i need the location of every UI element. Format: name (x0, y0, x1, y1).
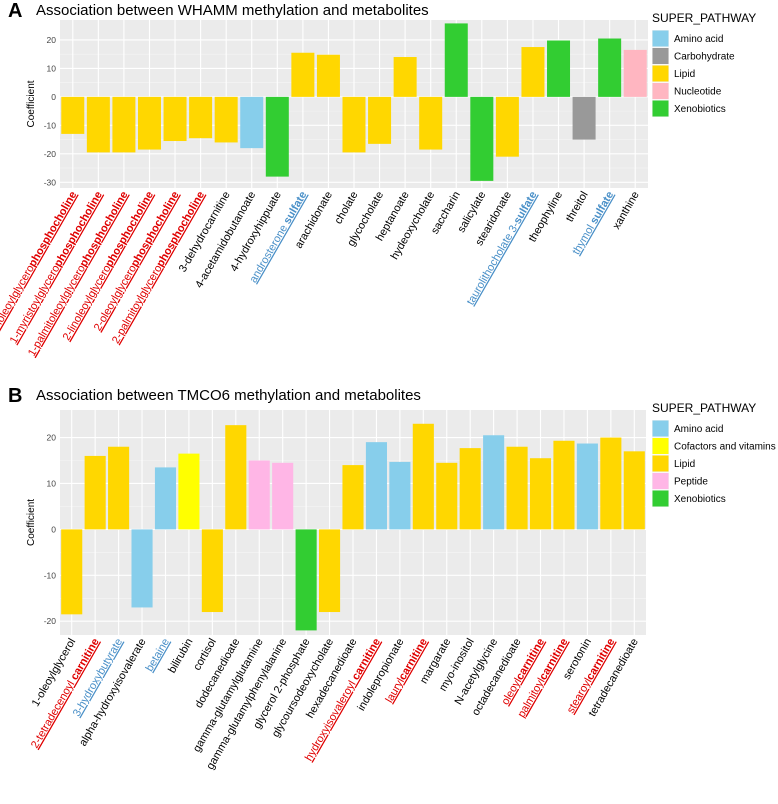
y-axis-label-b: Coefficient (26, 499, 37, 546)
bar-cholate (342, 96, 366, 153)
legend-swatch-cofactors-and-vitamins (652, 438, 669, 454)
chart-title-a: Association between WHAMM methylation an… (36, 2, 429, 19)
bar-1-myristoylglycerophosphocholine (86, 96, 110, 153)
bar-arachidonate (316, 54, 340, 97)
legend-label-lipid: Lipid (674, 69, 695, 80)
y-tick-label-b: -10 (44, 570, 57, 580)
panel-letter-a: A (8, 0, 23, 22)
bar-myo-inositol (459, 448, 481, 530)
legend-swatch-lipid (652, 65, 669, 82)
panel-letter-b: B (8, 385, 23, 407)
bar-thymol-sulfate (598, 38, 622, 97)
legend-swatch-carbohydrate (652, 48, 669, 64)
bar-threitol (572, 96, 596, 140)
bar-serotonin (576, 443, 598, 530)
bar-salicylate (470, 96, 494, 181)
y-tick-label-b: 0 (51, 524, 56, 534)
panel-a: A Association between WHAMM methylation … (0, 0, 778, 400)
y-axis-label-a: Coefficient (26, 80, 37, 127)
bar-2-oleoylglycerophosphocholine (163, 96, 187, 142)
bar-2-palmitoylglycerophosphocholine (189, 96, 213, 139)
bar-laurylcarnitine (412, 423, 434, 530)
bar-3-hydroxybutyrate (108, 446, 130, 530)
bar-hexadecanedioate (342, 465, 364, 530)
chart-title-b: Association between TMCO6 methylation an… (36, 387, 421, 404)
y-tick-label-b: 10 (47, 478, 57, 488)
legend-label-cofactors-and-vitamins: Cofactors and vitamins (674, 442, 776, 453)
bar-octadecanedioate (506, 446, 528, 530)
bar-hydeoxycholate (419, 96, 443, 150)
bar-glycerol-2-phosphate (295, 529, 317, 631)
bar-indolepropionate (389, 461, 411, 530)
legend-label-xenobiotics: Xenobiotics (674, 494, 726, 505)
legend-label-peptide: Peptide (674, 477, 708, 488)
bar-bilirubin (178, 453, 200, 530)
bar-xanthine (623, 49, 647, 97)
chart-a: -30 -20 -10 0 10 20 Coefficient 1-linoleoylglyc… (0, 11, 756, 359)
legend-label-nucleotide: Nucleotide (674, 87, 722, 98)
legend-label-lipid: Lipid (674, 459, 695, 470)
legend-label-carbohydrate: Carbohydrate (674, 52, 735, 63)
bar-oleoylcarnitine (529, 458, 552, 530)
bar-2-tetradecenoyl-carnitine (84, 455, 106, 530)
bar-stearidonate (495, 96, 519, 157)
chart-b: -20-1001020Coefficient1-oleoylglycerol2-… (26, 401, 776, 772)
bar-gamma-glutamylphenylalanine (272, 462, 294, 530)
legend-label-amino-acid: Amino acid (674, 34, 723, 45)
bar-dodecanedioate (225, 425, 247, 530)
bar-n-acetylglycine (483, 435, 505, 530)
bar-alpha-hydroxyisovalerate (131, 529, 153, 608)
legend-title-b: SUPER_PATHWAY (652, 401, 756, 415)
y-tick-label-a: -30 (44, 177, 57, 187)
bar-betaine (154, 467, 177, 530)
legend-title-a: SUPER_PATHWAY (652, 11, 756, 25)
bar-glycocholate (368, 96, 392, 144)
bar-1-linoleoylglycerophosphocholine (61, 96, 85, 134)
legend-swatch-xenobiotics (652, 100, 669, 117)
bar-hydroxyisovaleroyl-carnitine (365, 442, 387, 530)
legend-label-amino-acid: Amino acid (674, 424, 723, 435)
y-tick-label-b: 20 (47, 433, 57, 443)
bar-cortisol (201, 529, 223, 613)
y-tick-label-b: -20 (44, 616, 57, 626)
legend-swatch-lipid (652, 455, 669, 472)
legend-swatch-peptide (652, 473, 669, 489)
bar-heptanoate (393, 57, 417, 97)
y-tick-label-a: -20 (44, 149, 57, 159)
x-tick-label-1-linoleoylglycerophosphocholine: 1-linoleoylglycerophosphocholine (0, 190, 79, 343)
legend-swatch-amino-acid (652, 420, 669, 437)
legend-label-xenobiotics: Xenobiotics (674, 104, 726, 115)
bar-palmitoylcarnitine (553, 440, 575, 530)
x-tick-label-threitol: threitol (564, 190, 591, 225)
bar-2-linoleoylglycerophosphocholine (137, 96, 161, 150)
bar-3-dehydrocarnitine (214, 96, 238, 143)
bar-1-oleoylglycerol (61, 529, 83, 615)
y-tick-label-a: -10 (44, 120, 57, 130)
bar-theophyline (547, 40, 571, 97)
y-tick-label-a: 10 (47, 63, 57, 73)
bar-saccharin (444, 23, 468, 97)
legend-swatch-amino-acid (652, 30, 669, 47)
panel-b: B Association between TMCO6 methylation … (0, 380, 778, 804)
bar-4-hydroxyhippuate (265, 96, 289, 177)
x-tick-label-cholate: cholate (332, 190, 360, 227)
bar-taurolithocholate-3-sulfate (521, 47, 545, 97)
bar-tetradecanedioate (623, 451, 645, 530)
bar-glycoursodeoxycholate (319, 529, 341, 613)
bar-gamma-glutamylglutamine (248, 460, 270, 530)
y-tick-label-a: 20 (47, 35, 57, 45)
y-tick-label-a: 0 (51, 92, 56, 102)
legend-swatch-nucleotide (652, 83, 669, 99)
bar-stearoylcarnitine (600, 437, 622, 530)
bar-margarate (436, 462, 458, 530)
bar-4-acetamidobutanoate (240, 96, 264, 149)
bar-1-palmitoleoylglycerophosphocholine (112, 96, 136, 153)
bar-androsterone-sulfate (291, 52, 315, 97)
legend-swatch-xenobiotics (652, 490, 669, 507)
